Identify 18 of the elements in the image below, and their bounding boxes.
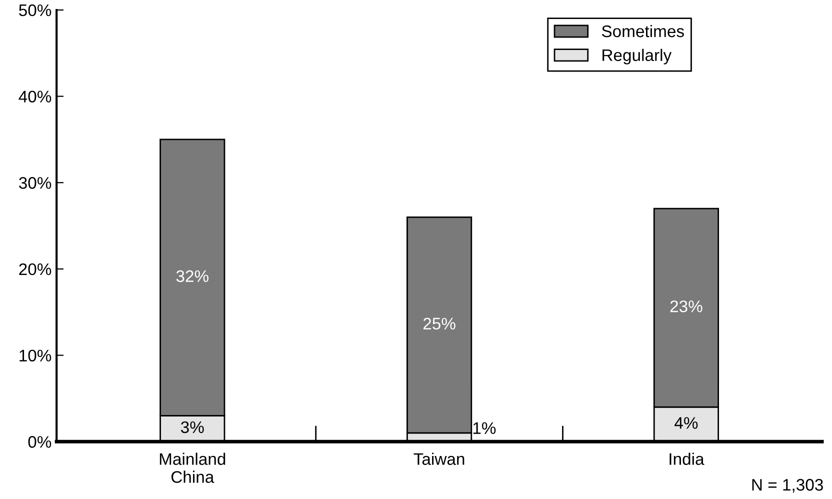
y-tick-label: 30%: [18, 177, 52, 189]
data-label: 25%: [423, 318, 456, 330]
y-tick-label: 10%: [20, 350, 52, 362]
data-label: 3%: [180, 421, 204, 434]
y-tick-label: 40%: [18, 90, 52, 103]
y-tick-label: 20%: [19, 263, 52, 276]
data-label: 4%: [674, 417, 698, 429]
data-label: 1%: [473, 422, 496, 434]
x-tick-label: India: [670, 452, 704, 465]
x-tick-label: Mainland China: [160, 452, 226, 483]
text: N = 1,303: [752, 478, 823, 493]
y-tick-label: 0%: [28, 436, 52, 448]
data-label: 32%: [176, 270, 208, 282]
data-label: 23%: [670, 300, 702, 312]
legend-label: Sometimes: [602, 24, 684, 38]
x-tick-label: Taiwan: [414, 452, 464, 465]
legend-label: Regularly: [602, 48, 672, 64]
y-tick-label: 50%: [19, 4, 52, 16]
